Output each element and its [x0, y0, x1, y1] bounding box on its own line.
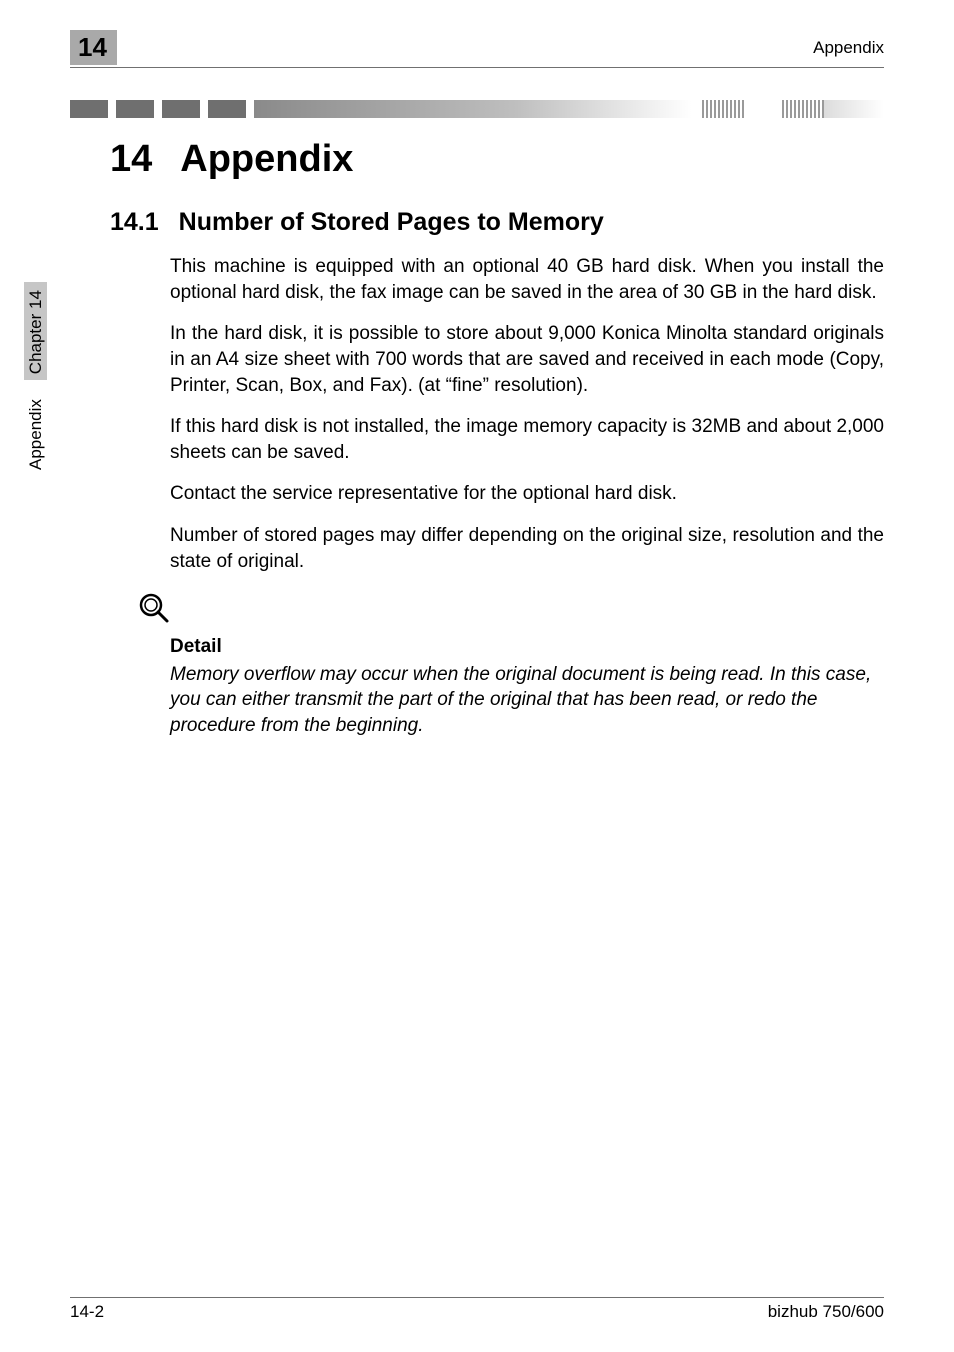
paragraph: In the hard disk, it is possible to stor…: [170, 321, 884, 398]
footer-product-name: bizhub 750/600: [768, 1302, 884, 1322]
section-heading: 14.1 Number of Stored Pages to Memory: [110, 208, 604, 237]
chapter-heading-title: Appendix: [180, 138, 353, 180]
page-footer: 14-2 bizhub 750/600: [70, 1297, 884, 1322]
divider-tab: [162, 100, 200, 118]
page: 14 Appendix Appendix Chapter 14 14 Append…: [0, 0, 954, 1352]
divider-tab: [116, 100, 154, 118]
body-text: This machine is equipped with an optiona…: [170, 254, 884, 739]
divider-light: [824, 100, 884, 118]
divider-tab: [70, 100, 108, 118]
footer-page-number: 14-2: [70, 1302, 104, 1322]
divider-gradient-bar: [254, 100, 692, 118]
chapter-heading-number: 14: [110, 138, 152, 180]
running-header-title: Appendix: [813, 38, 884, 58]
side-label-highlight: Chapter 14: [24, 282, 47, 380]
detail-note: Detail Memory overflow may occur when th…: [170, 590, 884, 738]
running-header: 14 Appendix: [70, 30, 884, 68]
section-divider: [70, 100, 884, 118]
paragraph: Contact the service representative for t…: [170, 481, 884, 507]
paragraph: If this hard disk is not installed, the …: [170, 414, 884, 465]
divider-tab: [208, 100, 246, 118]
chapter-number-box: 14: [70, 30, 117, 65]
paragraph: This machine is equipped with an optiona…: [170, 254, 884, 305]
chapter-heading: 14 Appendix: [110, 138, 353, 181]
divider-gap: [744, 100, 782, 118]
section-heading-number: 14.1: [110, 208, 159, 236]
divider-stripes: [782, 100, 824, 118]
detail-title: Detail: [170, 634, 884, 660]
detail-text: Memory overflow may occur when the origi…: [170, 662, 884, 739]
section-heading-title: Number of Stored Pages to Memory: [179, 208, 604, 236]
paragraph: Number of stored pages may differ depend…: [170, 523, 884, 574]
magnifier-icon: [136, 590, 172, 634]
side-vertical-appendix: Appendix Chapter 14: [26, 282, 46, 470]
side-label-plain: Appendix: [26, 399, 45, 470]
divider-stripes: [702, 100, 744, 118]
